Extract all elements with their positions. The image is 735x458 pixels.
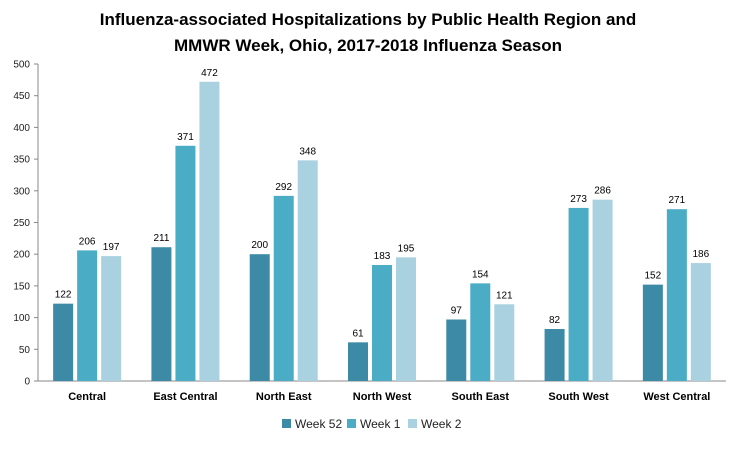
bar: [666, 209, 687, 381]
bar: [544, 329, 565, 381]
bar: [690, 263, 711, 381]
legend: Week 52 Week 1 Week 2: [282, 417, 462, 431]
bar-data-label: 152: [645, 271, 662, 282]
bar-data-label: 206: [79, 236, 96, 247]
category-label: North East: [256, 391, 312, 403]
y-tick-label: 0: [24, 377, 30, 388]
legend-label: Week 52: [295, 417, 342, 431]
chart-title-line-1: Influenza-associated Hospitalizations by…: [100, 10, 637, 29]
bar: [199, 81, 220, 381]
category-label: South West: [548, 391, 609, 403]
bar: [175, 145, 196, 381]
legend-label: Week 2: [421, 417, 462, 431]
bar: [151, 247, 172, 381]
legend-label: Week 1: [360, 417, 401, 431]
bar: [592, 199, 613, 381]
y-tick-label: 200: [13, 250, 30, 261]
category-label: West Central: [643, 391, 710, 403]
bar: [470, 283, 491, 381]
bar-data-label: 186: [693, 249, 710, 260]
bar: [249, 254, 270, 381]
bar-data-label: 121: [496, 290, 513, 301]
category-labels: Central East Central North East North West S…: [68, 391, 710, 403]
bar: [568, 207, 589, 381]
y-tick-label: 400: [13, 123, 30, 134]
bar-data-label: 348: [299, 146, 316, 157]
bar-data-label: 273: [570, 194, 587, 205]
bar-data-label: 200: [251, 240, 268, 251]
bar-data-label: 183: [374, 251, 391, 262]
y-tick-label: 50: [19, 345, 31, 356]
category-label: Central: [68, 391, 106, 403]
bar-data-label: 211: [153, 233, 169, 244]
legend-swatch: [408, 419, 417, 428]
chart-title-line-2: MMWR Week, Ohio, 2017-2018 Influenza Sea…: [174, 36, 562, 55]
bar-data-label: 195: [398, 243, 415, 254]
bar: [297, 160, 318, 381]
y-tick-label: 350: [13, 155, 30, 166]
bar-data-label: 197: [103, 242, 120, 253]
category-label: South East: [452, 391, 510, 403]
y-tick-label: 100: [13, 313, 30, 324]
bar-data-label: 271: [669, 195, 686, 206]
legend-swatch: [282, 419, 291, 428]
data-labels: 122 206 197 211 371 472 200 292 348 61 183 195 97 154…: [55, 68, 710, 340]
bar: [372, 264, 392, 381]
bar-data-label: 82: [549, 315, 561, 326]
bar: [101, 256, 122, 381]
bar: [446, 319, 467, 381]
y-tick-label: 450: [13, 91, 30, 102]
bar: [77, 250, 98, 381]
y-axis-ticks: 0 50 100 150 200 250 300 350 400 450 500: [13, 60, 38, 388]
bar: [273, 195, 294, 381]
y-tick-label: 150: [13, 281, 30, 292]
y-tick-label: 250: [13, 218, 30, 229]
bar-data-label: 292: [275, 182, 292, 193]
bar-data-label: 61: [352, 328, 364, 339]
bar: [396, 257, 416, 381]
bar: [494, 304, 515, 381]
bar-data-label: 97: [451, 306, 463, 317]
bar-data-label: 371: [177, 132, 194, 143]
bars: [53, 81, 711, 381]
y-tick-label: 300: [13, 186, 30, 197]
bar: [642, 284, 663, 381]
bar-data-label: 122: [55, 290, 72, 301]
category-label: East Central: [153, 391, 217, 403]
bar-data-label: 154: [472, 269, 489, 280]
category-label: North West: [353, 391, 412, 403]
y-tick-label: 500: [13, 60, 30, 71]
bar-data-label: 472: [201, 68, 218, 79]
bar: [53, 303, 74, 381]
bar-data-label: 286: [594, 186, 611, 197]
bar: [348, 342, 368, 381]
legend-swatch: [347, 419, 356, 428]
